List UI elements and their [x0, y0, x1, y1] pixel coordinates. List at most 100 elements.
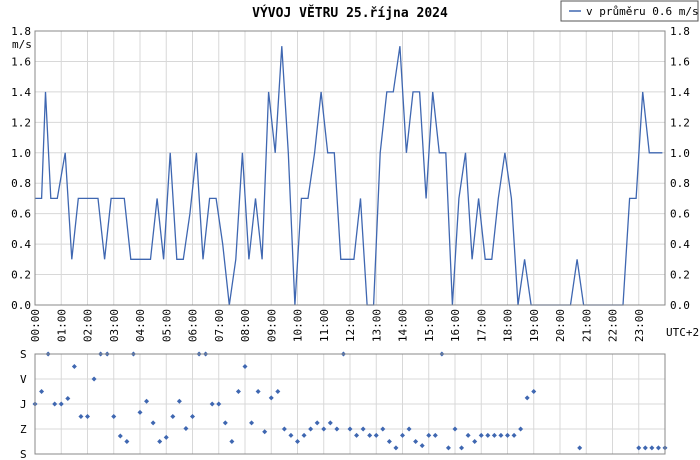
direction-point: [117, 433, 123, 439]
x-tick-label: 13:00: [370, 309, 383, 342]
direction-point: [314, 420, 320, 426]
y-unit-label: m/s: [12, 38, 32, 51]
direction-point: [655, 445, 661, 451]
x-tick-label: 19:00: [528, 309, 541, 342]
direction-point: [321, 426, 327, 432]
direction-point: [71, 364, 77, 369]
x-tick-label: 22:00: [607, 309, 620, 342]
direction-point: [413, 439, 419, 444]
direction-point: [577, 445, 583, 451]
direction-tick-label: V: [20, 373, 27, 386]
direction-point: [367, 432, 373, 438]
x-tick-label: 08:00: [239, 309, 252, 342]
y-tick-label-left: 0.6: [11, 208, 31, 221]
direction-point: [347, 426, 353, 432]
direction-point: [386, 439, 392, 444]
direction-point: [111, 414, 117, 419]
y-tick-label-left: 0.4: [11, 238, 31, 251]
y-tick-label-left: 1.8: [11, 25, 31, 38]
y-tick-label-left: 0.2: [11, 269, 31, 282]
direction-point: [485, 432, 491, 438]
legend-box: [560, 0, 699, 22]
speed-plot-frame: [34, 30, 666, 306]
x-tick-label: 01:00: [55, 309, 68, 342]
direction-point: [524, 395, 530, 401]
direction-point: [360, 426, 366, 432]
direction-point: [255, 389, 261, 394]
direction-point: [308, 426, 314, 432]
direction-point: [518, 426, 524, 432]
direction-point: [459, 445, 465, 451]
y-tick-label-left: 1.0: [11, 147, 31, 160]
direction-point: [419, 443, 425, 449]
x-tick-label: 10:00: [292, 309, 305, 342]
direction-point: [78, 414, 84, 419]
direction-point: [505, 432, 510, 438]
direction-point: [58, 401, 64, 407]
direction-point: [209, 401, 215, 407]
y-tick-label-right: 1.8: [670, 25, 690, 38]
x-tick-label: 14:00: [397, 309, 410, 342]
y-tick-label-right: 1.6: [670, 55, 690, 68]
y-tick-label-left: 0.0: [11, 299, 31, 312]
speed-grid: [34, 30, 665, 306]
x-tick-label: 00:00: [29, 309, 42, 342]
y-tick-label-right: 0.6: [670, 208, 690, 221]
direction-point: [531, 389, 537, 394]
direction-point: [491, 432, 497, 438]
speed-x-ticks: 00:00 01:00 02:00 03:00 04:00 05:00 06:00 07:00…: [29, 309, 646, 342]
direction-point: [465, 432, 471, 438]
x-tick-label: 15:00: [423, 309, 436, 342]
y-tick-label-left: 1.4: [11, 86, 31, 99]
direction-point: [511, 432, 517, 438]
direction-plot-frame: [34, 353, 666, 455]
direction-point: [137, 409, 143, 415]
direction-point: [380, 426, 386, 432]
y-tick-label-right: 0.2: [670, 269, 690, 282]
direction-point: [327, 420, 333, 426]
direction-point: [170, 414, 176, 419]
direction-point: [472, 439, 478, 444]
direction-tick-label: S: [20, 348, 27, 361]
y-tick-label-left: 0.8: [11, 177, 31, 190]
direction-point: [85, 414, 90, 419]
speed-y-ticks-left: 0.0 0.2 0.4 0.6 0.8 1.0 1.2 1.4 1.6 1.8: [11, 25, 31, 312]
x-tick-label: 16:00: [449, 309, 462, 342]
direction-point: [649, 445, 655, 451]
x-tick-label: 12:00: [344, 309, 357, 342]
direction-point: [183, 425, 189, 431]
speed-y-ticks-right: 0.0 0.2 0.4 0.6 0.8 1.0 1.2 1.4 1.6 1.8: [670, 25, 690, 312]
y-tick-label-right: 1.2: [670, 116, 690, 129]
x-tick-label: 02:00: [82, 309, 95, 342]
y-tick-label-right: 0.0: [670, 299, 690, 312]
direction-tick-label: S: [20, 448, 27, 460]
direction-point: [432, 432, 438, 438]
direction-point: [373, 432, 379, 438]
direction-point: [235, 389, 241, 394]
x-tick-label: 11:00: [318, 309, 331, 342]
wind-speed-line: [35, 46, 663, 306]
direction-point: [176, 398, 182, 404]
direction-point: [163, 434, 169, 440]
direction-point: [124, 439, 130, 444]
direction-point: [242, 364, 248, 369]
x-tick-label: 09:00: [265, 309, 278, 342]
x-tick-label: 20:00: [554, 309, 567, 342]
direction-point: [262, 429, 268, 435]
direction-point: [144, 398, 150, 404]
x-unit-label: UTC+2: [666, 326, 699, 339]
direction-point: [426, 432, 432, 438]
direction-point: [157, 439, 163, 444]
direction-point: [452, 426, 458, 432]
x-tick-label: 07:00: [213, 309, 226, 342]
direction-point: [249, 420, 255, 426]
direction-tick-label: Z: [20, 423, 27, 436]
direction-point: [445, 445, 451, 451]
x-tick-label: 03:00: [108, 309, 121, 342]
x-tick-label: 21:00: [580, 309, 593, 342]
direction-grid: [34, 353, 665, 455]
direction-point: [295, 439, 300, 444]
legend-label: v průměru 0.6 m/s: [586, 5, 699, 18]
direction-point: [393, 445, 399, 451]
